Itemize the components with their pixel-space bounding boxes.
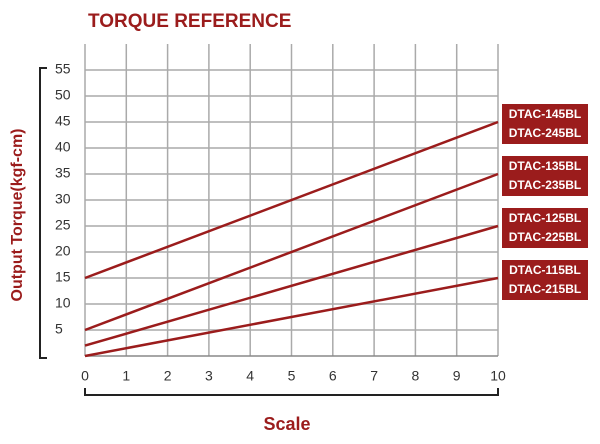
- series-label: DTAC-145BL: [509, 107, 581, 121]
- y-tick-label: 55: [55, 61, 71, 77]
- x-tick-label: 8: [412, 368, 420, 384]
- x-tick-label: 9: [453, 368, 461, 384]
- series-label: DTAC-135BL: [509, 159, 581, 173]
- series-line: [84, 172, 499, 332]
- x-bracket: [84, 388, 499, 396]
- x-tick-label: 2: [164, 368, 172, 384]
- series-line: [84, 276, 499, 358]
- y-tick-label: 25: [55, 217, 71, 233]
- series-label: DTAC-215BL: [509, 282, 581, 296]
- series-label-box: [502, 104, 588, 144]
- series-label: DTAC-115BL: [509, 263, 581, 277]
- y-tick-label: 5: [55, 321, 63, 337]
- y-tick-label: 20: [55, 243, 71, 259]
- x-tick-label: 4: [246, 368, 254, 384]
- y-tick-label: 30: [55, 191, 71, 207]
- y-tick-label: 10: [55, 295, 71, 311]
- y-axis-label: Output Torque(kgf-cm): [9, 128, 26, 301]
- x-tick-label: 1: [122, 368, 130, 384]
- y-bracket: [39, 67, 47, 359]
- x-tick-label: 3: [205, 368, 213, 384]
- y-tick-label: 35: [55, 165, 71, 181]
- x-tick-label: 0: [81, 368, 89, 384]
- series-label: DTAC-225BL: [509, 230, 581, 244]
- y-tick-label: 50: [55, 87, 71, 103]
- x-tick-label: 10: [490, 368, 506, 384]
- series-label: DTAC-235BL: [509, 178, 581, 192]
- chart-title: TORQUE REFERENCE: [88, 11, 291, 32]
- y-tick-label: 45: [55, 113, 71, 129]
- x-tick-label: 5: [288, 368, 296, 384]
- series-label-box: [502, 260, 588, 300]
- series-label-box: [502, 208, 588, 248]
- x-axis-label: Scale: [263, 414, 310, 434]
- series-line: [84, 120, 499, 280]
- x-tick-label: 7: [370, 368, 378, 384]
- y-tick-label: 40: [55, 139, 71, 155]
- series-label: DTAC-125BL: [509, 211, 581, 225]
- x-tick-label: 6: [329, 368, 337, 384]
- series-line: [84, 224, 499, 347]
- series-label: DTAC-245BL: [509, 126, 581, 140]
- y-tick-label: 15: [55, 269, 71, 285]
- series-label-box: [502, 156, 588, 196]
